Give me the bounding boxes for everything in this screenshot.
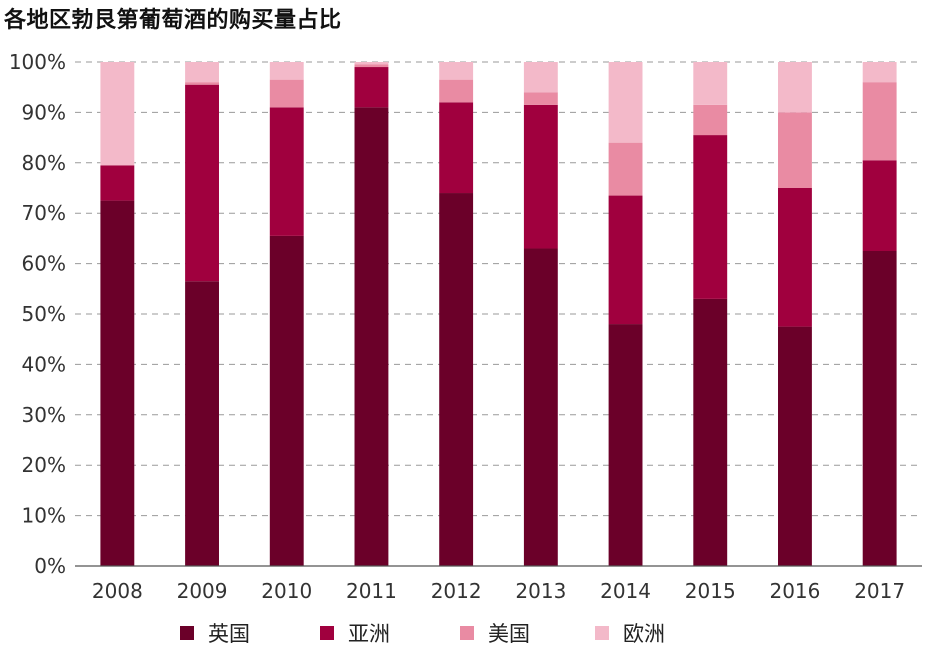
- y-tick-label: 40%: [22, 352, 66, 376]
- bar-segment: [778, 62, 812, 113]
- legend-label: 欧洲: [623, 622, 665, 646]
- y-tick-label: 20%: [22, 453, 66, 477]
- x-tick-label: 2014: [600, 579, 651, 603]
- bar-segment: [608, 142, 643, 196]
- bar-segment: [185, 281, 219, 566]
- bar-segment: [523, 248, 558, 567]
- bar-segment: [439, 102, 474, 194]
- bar-segment: [608, 195, 643, 325]
- bar-segment: [523, 62, 558, 93]
- legend-swatch: [180, 626, 194, 640]
- x-tick-label: 2009: [177, 579, 228, 603]
- legend-label: 英国: [208, 622, 250, 646]
- bar-segment: [608, 324, 643, 566]
- y-tick-label: 90%: [22, 100, 66, 124]
- y-tick-label: 10%: [22, 504, 66, 528]
- chart-title: 各地区勃艮第葡萄酒的购买量占比: [4, 8, 342, 33]
- x-tick-label: 2011: [346, 579, 397, 603]
- bar-segment: [693, 104, 728, 136]
- axes: 0% 10% 20% 30% 40% 50% 60% 70% 80% 90% 100% 2008 200…: [9, 50, 922, 603]
- bar-segment: [354, 67, 389, 108]
- bar-segment: [778, 112, 812, 188]
- x-tick-label: 2013: [515, 579, 566, 603]
- y-tick-label: 70%: [22, 201, 66, 225]
- bar-segment: [354, 62, 389, 65]
- bar-segment: [862, 62, 897, 83]
- bar-segment: [693, 298, 728, 566]
- y-tick-label: 50%: [22, 302, 66, 326]
- bar-segment: [354, 107, 389, 567]
- bar-segment: [862, 251, 897, 566]
- legend-swatch: [460, 626, 474, 640]
- bar-segment: [269, 62, 304, 80]
- bar-segment: [523, 104, 558, 249]
- bar-segment: [862, 82, 897, 161]
- legend: 英国 亚洲 美国 欧洲: [180, 622, 665, 646]
- bar-segment: [523, 92, 558, 105]
- bar-segment: [608, 62, 643, 143]
- legend-label: 美国: [488, 622, 530, 646]
- bar-segment: [778, 326, 812, 566]
- legend-swatch: [320, 626, 334, 640]
- bar-segment: [269, 235, 304, 566]
- y-tick-label: 60%: [22, 252, 66, 276]
- bar-segment: [862, 160, 897, 251]
- bar-segment: [185, 84, 219, 282]
- bar-segment: [100, 62, 135, 166]
- x-tick-label: 2017: [854, 579, 905, 603]
- bar-segment: [693, 135, 728, 299]
- x-tick-label: 2010: [261, 579, 312, 603]
- x-tick-label: 2012: [431, 579, 482, 603]
- bar-segment: [439, 79, 474, 103]
- y-tick-label: 30%: [22, 403, 66, 427]
- bar-segment: [354, 64, 389, 68]
- bar-segment: [439, 193, 474, 567]
- bar-segment: [100, 165, 135, 201]
- legend-swatch: [595, 626, 609, 640]
- bar-segment: [778, 188, 812, 327]
- y-tick-label: 80%: [22, 151, 66, 175]
- x-tick-label: 2016: [769, 579, 820, 603]
- bar-segment: [269, 107, 304, 236]
- x-tick-label: 2008: [92, 579, 143, 603]
- bar-segment: [185, 62, 219, 83]
- bar-segment: [439, 62, 474, 80]
- y-tick-label: 0%: [34, 554, 66, 578]
- x-tick-label: 2015: [685, 579, 736, 603]
- bar-segment: [185, 82, 219, 85]
- bar-segment: [269, 79, 304, 108]
- bar-segment: [693, 62, 728, 105]
- y-tick-label: 100%: [9, 50, 66, 74]
- bars: [100, 62, 897, 567]
- legend-label: 亚洲: [348, 622, 390, 646]
- bar-segment: [100, 200, 135, 566]
